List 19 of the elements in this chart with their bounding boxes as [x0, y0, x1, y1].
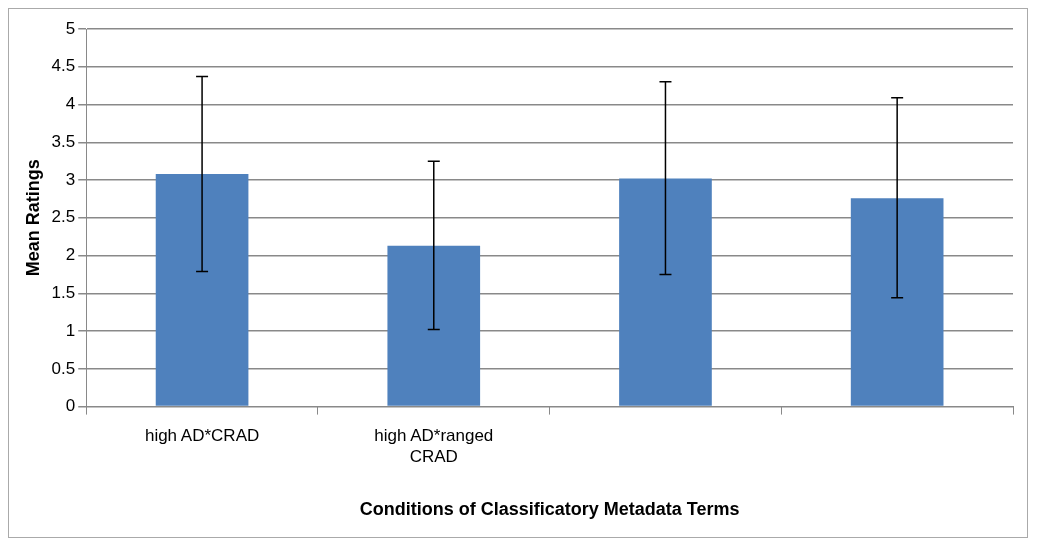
y-tick-label: 3.5 — [51, 131, 76, 151]
bar — [155, 174, 249, 406]
bar — [387, 245, 481, 406]
y-tick-label: 3 — [65, 169, 76, 189]
y-tick-label: 1.5 — [51, 283, 76, 303]
y-tick-label: 1 — [65, 320, 76, 340]
y-tick-label: 4 — [65, 94, 76, 114]
bar — [850, 198, 944, 406]
y-tick-label: 0.5 — [51, 358, 76, 378]
x-tick-label: high AD*CRAD — [144, 426, 260, 446]
y-tick-label: 4.5 — [51, 56, 76, 76]
y-tick-label: 2.5 — [51, 207, 76, 227]
y-tick-label: 2 — [65, 245, 76, 265]
x-axis-title: Conditions of Classificatory Metadata Terms — [359, 499, 740, 520]
y-tick-label: 0 — [65, 396, 76, 416]
y-tick-label: 5 — [65, 18, 76, 38]
x-tick-label: high AD*ranged CRAD — [374, 426, 494, 466]
bar — [619, 178, 712, 406]
y-axis-title: Mean Ratings — [22, 159, 43, 277]
